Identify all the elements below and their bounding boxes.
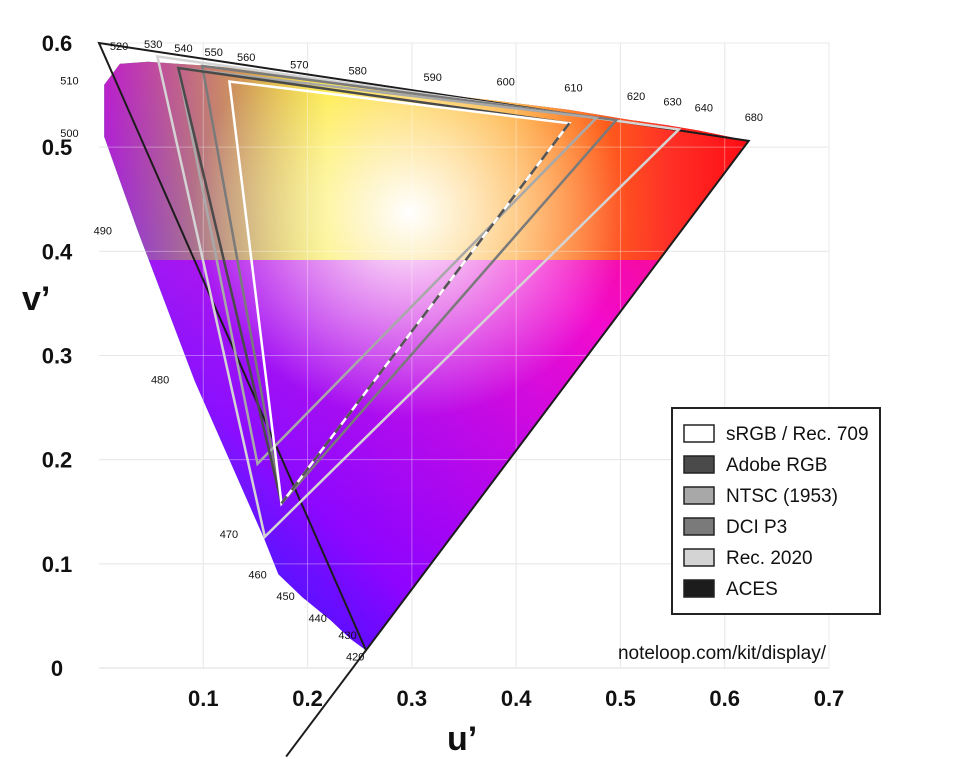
wavelength-label: 480	[151, 375, 169, 387]
wavelength-label: 550	[205, 47, 223, 59]
credit-url: noteloop.com/kit/display/	[618, 643, 827, 664]
gamut-aces	[97, 41, 751, 653]
legend-swatch	[683, 517, 715, 536]
wavelength-label: 600	[497, 76, 515, 88]
wavelength-label: 440	[309, 613, 327, 625]
wavelength-labels: 420 430 440 450 460 470 480 490 500 510 520 530 540 5…	[60, 39, 763, 664]
legend-label: ACES	[726, 579, 778, 600]
wavelength-label: 530	[144, 39, 162, 51]
x-tick-label: 0.1	[188, 686, 219, 711]
x-tick-label: 0.2	[292, 686, 323, 711]
legend-label: NTSC (1953)	[726, 486, 838, 507]
gamut-dci-p3	[200, 64, 619, 507]
axes: 0.1 0.2 0.3 0.4 0.5 0.6 0.7 0 0.1 0.2 0.3 0.4 0.5 0.6	[42, 31, 845, 711]
legend-label: sRGB / Rec. 709	[726, 424, 869, 445]
wavelength-label: 580	[349, 66, 367, 78]
x-tick-label: 0.7	[814, 686, 845, 711]
y-tick-label: 0.3	[42, 344, 73, 369]
wavelength-label: 560	[237, 52, 255, 64]
wavelength-label: 520	[110, 41, 128, 53]
legend-label: DCI P3	[726, 517, 787, 538]
legend-label: Adobe RGB	[726, 455, 827, 476]
wavelength-label: 570	[290, 59, 308, 71]
x-tick-label: 0.3	[397, 686, 428, 711]
aces-extension	[285, 649, 367, 758]
gamut-triangles	[97, 41, 751, 758]
legend-swatch	[683, 455, 715, 474]
wavelength-label: 450	[276, 591, 294, 603]
legend-label: Rec. 2020	[726, 548, 813, 569]
wavelength-label: 680	[745, 112, 763, 124]
wavelength-label: 590	[424, 72, 442, 84]
y-axis-title: v’	[22, 280, 50, 318]
gamut-srgb-dash	[280, 122, 571, 505]
legend-swatch	[683, 424, 715, 443]
wavelength-label: 470	[220, 529, 238, 541]
wavelength-label: 430	[338, 630, 356, 642]
y-tick-label: 0.6	[42, 31, 73, 56]
legend-swatch	[683, 548, 715, 567]
wavelength-label: 510	[60, 76, 78, 88]
y-tick-label: 0.4	[42, 239, 73, 264]
x-tick-label: 0.6	[709, 686, 740, 711]
x-tick-label: 0.5	[605, 686, 636, 711]
wavelength-label: 540	[174, 43, 192, 55]
wavelength-label: 460	[248, 569, 266, 581]
y-tick-label: 0.5	[42, 135, 73, 160]
y-tick-label: 0.2	[42, 448, 73, 473]
legend: sRGB / Rec. 709 Adobe RGB NTSC (1953) DCI P…	[671, 407, 881, 615]
wavelength-label: 500	[60, 128, 78, 140]
wavelength-label: 640	[695, 103, 713, 115]
wavelength-label: 490	[94, 226, 112, 238]
y-tick-label: 0	[51, 656, 63, 681]
legend-swatch	[683, 579, 715, 598]
wavelength-label: 620	[627, 91, 645, 103]
y-tick-label: 0.1	[42, 552, 73, 577]
gamut-ntsc-1953	[176, 66, 600, 467]
wavelength-label: 420	[346, 651, 364, 663]
x-tick-label: 0.4	[501, 686, 532, 711]
x-axis-title: u’	[447, 720, 477, 758]
legend-swatch	[683, 486, 715, 505]
wavelength-label: 610	[564, 83, 582, 95]
wavelength-label: 630	[663, 96, 681, 108]
